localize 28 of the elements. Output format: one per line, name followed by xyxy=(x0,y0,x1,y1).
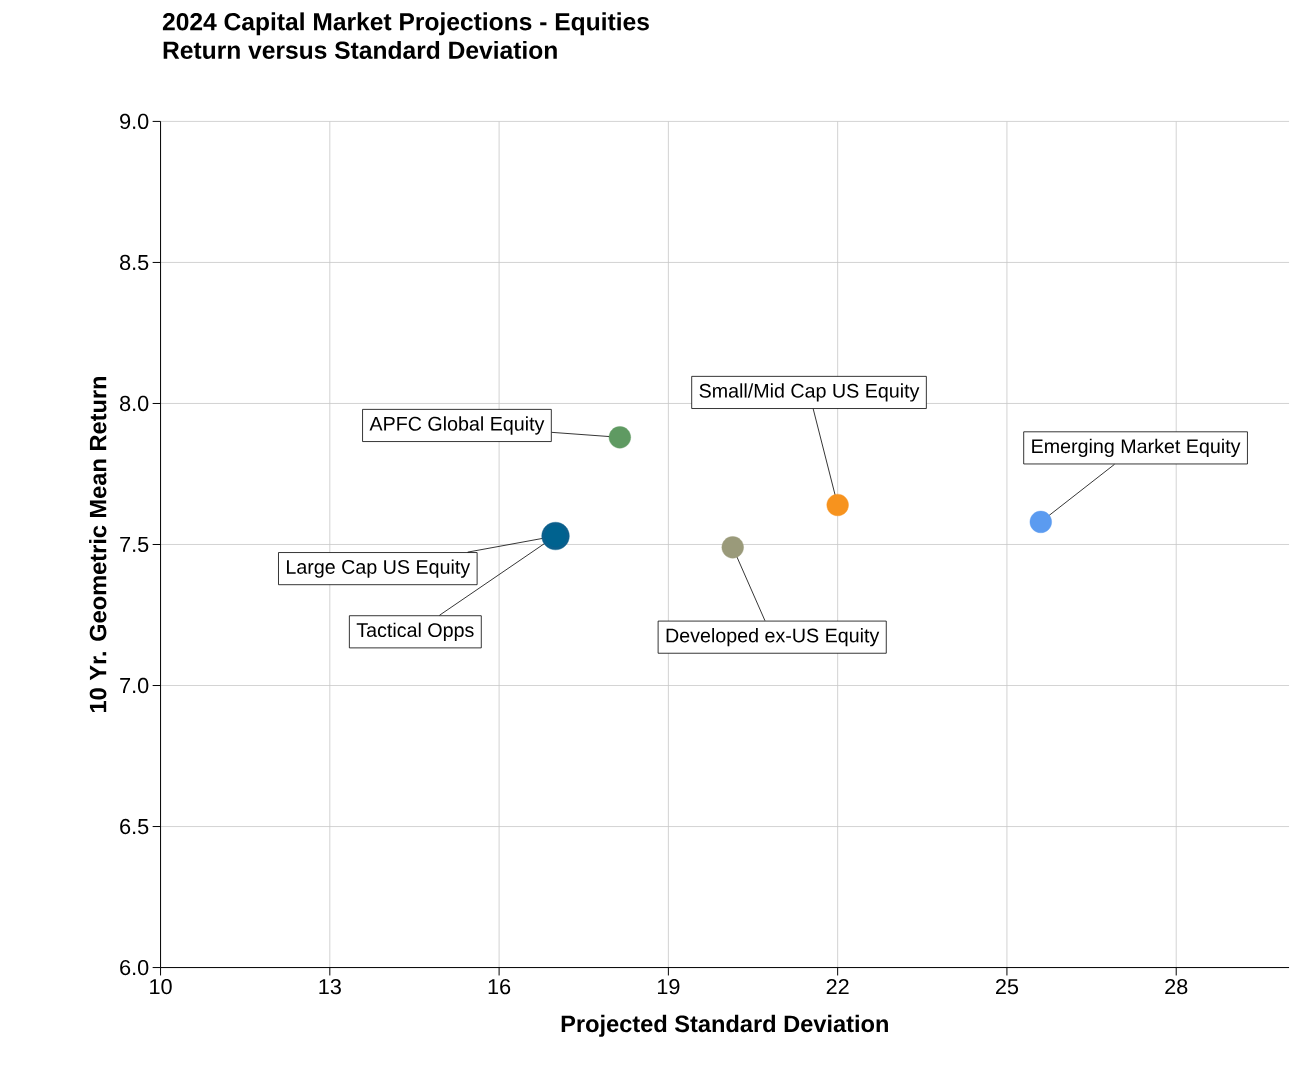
point xyxy=(826,493,849,516)
chart-title: 2024 Capital Market Projections - Equities xyxy=(162,12,649,36)
y-tick-label: 7.0 xyxy=(120,677,149,694)
x-axis-title: Projected Standard Deviation xyxy=(561,1014,888,1037)
x-tick-label: 16 xyxy=(488,978,511,995)
chart-subtitle: Return versus Standard Deviation xyxy=(163,40,557,59)
text: Emerging Market Equity xyxy=(1032,438,1241,457)
y-tick-label: 8.5 xyxy=(120,254,149,271)
y-tick-label: 8.0 xyxy=(120,395,149,412)
y-tick-label: 9.0 xyxy=(120,113,149,130)
x-tick-label: 13 xyxy=(319,978,341,995)
point xyxy=(608,426,631,449)
text: Small/Mid Cap US Equity xyxy=(699,383,920,402)
x-tick-label: 22 xyxy=(826,978,849,994)
text: APFC Global Equity xyxy=(369,416,545,435)
point xyxy=(721,536,744,559)
x-tick-label: 25 xyxy=(995,978,1019,995)
x-tick-label: 10 xyxy=(150,978,172,995)
point xyxy=(1029,510,1052,533)
x-tick-label: 28 xyxy=(1165,978,1188,995)
x-tick-label: 19 xyxy=(657,978,680,995)
y-tick-label: 7.5 xyxy=(120,536,149,552)
y-tick-label: 6.0 xyxy=(120,959,149,976)
text: Developed ex-US Equity xyxy=(666,627,880,647)
y-tick-label: 6.5 xyxy=(120,818,149,835)
y-axis-title: 10 Yr. Geometric Mean Return xyxy=(89,376,107,712)
text: Large Cap US Equity xyxy=(287,559,471,578)
text: Tactical Opps xyxy=(356,622,474,641)
